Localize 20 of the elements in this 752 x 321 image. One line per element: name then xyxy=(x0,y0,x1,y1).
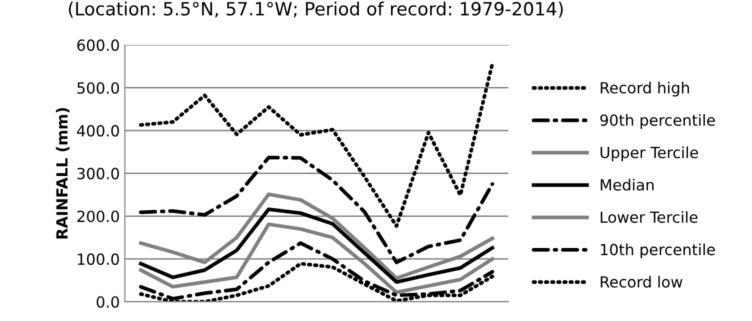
y-tick-label: 200.0 xyxy=(77,210,119,222)
y-tick-label: 0.0 xyxy=(96,296,119,308)
y-axis-title: RAINFALL (mm) xyxy=(56,108,70,239)
legend-label: 10th percentile xyxy=(600,244,715,258)
legend-label: Record high xyxy=(600,82,689,97)
line-series xyxy=(139,156,494,264)
y-tick-label: 100.0 xyxy=(78,253,119,265)
chart-title: (Location: 5.5°N, 57.1°W; Period of record: 1979-2014) xyxy=(68,2,563,18)
legend-label: 90th percentile xyxy=(600,114,715,129)
y-tick-label: 300.0 xyxy=(77,168,119,180)
y-tick-label: 500.0 xyxy=(77,82,119,94)
line-series xyxy=(139,62,494,228)
legend-label: Upper Tercile xyxy=(600,146,698,162)
legend-label: Lower Tercile xyxy=(600,211,698,223)
line-series xyxy=(139,241,494,301)
line-series xyxy=(139,207,494,284)
y-tick-label: 400.0 xyxy=(76,125,119,137)
legend-label: Median xyxy=(600,178,654,191)
y-tick-label: 600.0 xyxy=(77,39,119,51)
legend-label: Record low xyxy=(600,276,682,288)
